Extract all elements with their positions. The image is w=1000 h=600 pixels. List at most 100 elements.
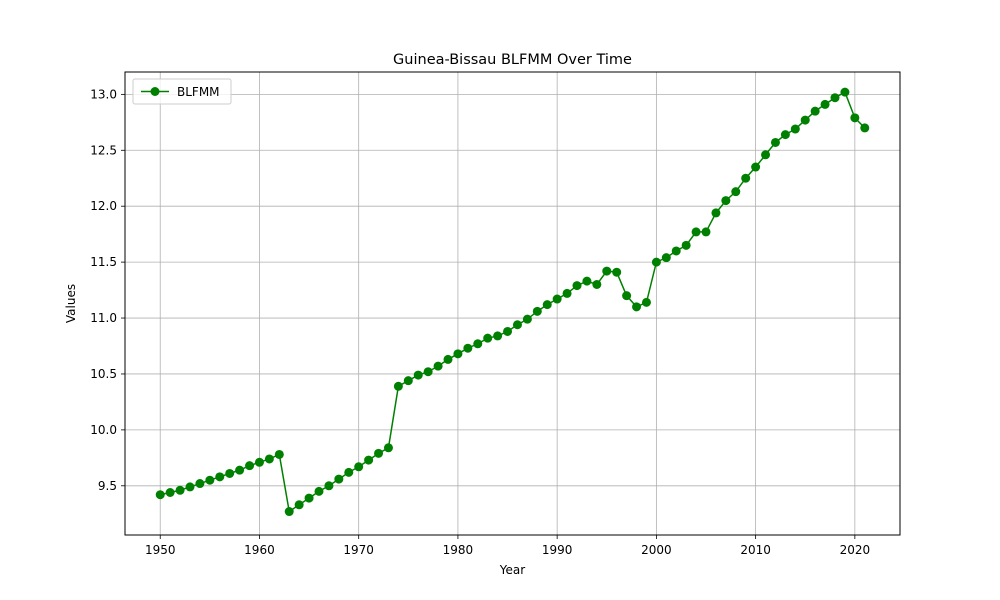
data-point [403, 376, 413, 386]
data-point [731, 187, 741, 197]
data-point [790, 124, 800, 134]
data-point [512, 320, 522, 330]
data-point [225, 468, 235, 478]
data-point [860, 123, 870, 133]
data-point [780, 130, 790, 140]
data-point [195, 479, 205, 489]
data-point [463, 343, 473, 353]
y-tick-label: 9.5 [98, 479, 117, 493]
x-tick-label: 1970 [343, 543, 374, 557]
data-point [473, 339, 483, 349]
data-point [691, 227, 701, 237]
x-tick-label: 1990 [542, 543, 573, 557]
data-point [572, 281, 582, 291]
data-point [592, 279, 602, 289]
data-point [483, 333, 493, 343]
data-point [165, 488, 175, 497]
data-point [810, 106, 820, 116]
legend-box [132, 78, 232, 105]
data-point [820, 99, 830, 109]
data-point [522, 314, 532, 324]
data-point [751, 162, 761, 172]
y-tick-label: 12.5 [90, 143, 117, 157]
y-axis-title: Values [64, 284, 78, 323]
data-point [651, 257, 661, 267]
data-point [453, 349, 463, 359]
data-point [423, 367, 433, 377]
data-point [245, 461, 255, 471]
data-point [542, 300, 552, 310]
data-point [175, 485, 185, 495]
y-tick-label: 11.5 [90, 255, 117, 269]
data-point [661, 253, 671, 263]
y-tick-label: 10.5 [90, 367, 117, 381]
grid [125, 72, 900, 535]
legend-label: BLFMM [177, 85, 220, 99]
data-point [413, 370, 423, 380]
data-point [314, 486, 324, 496]
data-point [493, 331, 503, 341]
data-point [284, 507, 294, 517]
x-tick-label: 2010 [740, 543, 771, 557]
data-point [205, 475, 215, 485]
data-point [383, 443, 393, 453]
data-point [800, 115, 810, 125]
data-point [294, 500, 304, 510]
data-point [701, 227, 711, 237]
data-point [274, 449, 284, 459]
data-point [155, 490, 165, 500]
data-point [235, 465, 245, 475]
data-point [354, 462, 364, 472]
data-point [185, 482, 195, 492]
plot-area-frame [124, 71, 901, 536]
data-point [334, 474, 344, 484]
legend-marker-swatch [150, 87, 160, 96]
data-point [622, 291, 632, 301]
data-point [393, 381, 403, 391]
x-axis-title: Year [499, 563, 525, 577]
data-point [770, 137, 780, 147]
data-point [324, 481, 334, 491]
data-point [850, 113, 860, 123]
data-point [344, 467, 354, 477]
x-tick-label: 2020 [840, 543, 871, 557]
x-tick-label: 1960 [244, 543, 275, 557]
data-point [562, 288, 572, 298]
data-point [741, 173, 751, 183]
x-tick-label: 1950 [145, 543, 176, 557]
y-tick-label: 11.0 [90, 311, 117, 325]
legend: BLFMM [132, 78, 232, 105]
data-point [711, 208, 721, 218]
data-point [254, 457, 264, 467]
data-point [840, 87, 850, 97]
y-tick-label: 13.0 [90, 87, 117, 101]
data-point [641, 297, 651, 307]
data-point [602, 266, 612, 276]
y-tick-label: 10.0 [90, 423, 117, 437]
data-point [681, 240, 691, 250]
series-layer [155, 87, 870, 517]
data-point [761, 150, 771, 160]
data-point [503, 326, 513, 336]
data-point [612, 267, 622, 277]
data-point [304, 493, 314, 503]
data-point [443, 354, 453, 364]
x-tick-label: 2000 [641, 543, 672, 557]
data-point [532, 306, 542, 316]
data-point [671, 246, 681, 256]
chart-title: Guinea-Bissau BLFMM Over Time [393, 52, 632, 68]
data-point [374, 448, 384, 458]
data-point [632, 302, 642, 312]
data-point [433, 361, 443, 371]
data-point [364, 455, 374, 465]
data-point [582, 276, 592, 286]
data-point [215, 472, 225, 482]
data-point [830, 93, 840, 103]
data-point [264, 454, 274, 464]
data-point [721, 196, 731, 206]
data-point [552, 294, 562, 304]
axis-ticks: 1950 1960 1970 1980 1990 2000 2010 2020 9.5 10.0 1… [90, 87, 870, 557]
y-tick-label: 12.0 [90, 199, 117, 213]
x-tick-label: 1980 [443, 543, 474, 557]
